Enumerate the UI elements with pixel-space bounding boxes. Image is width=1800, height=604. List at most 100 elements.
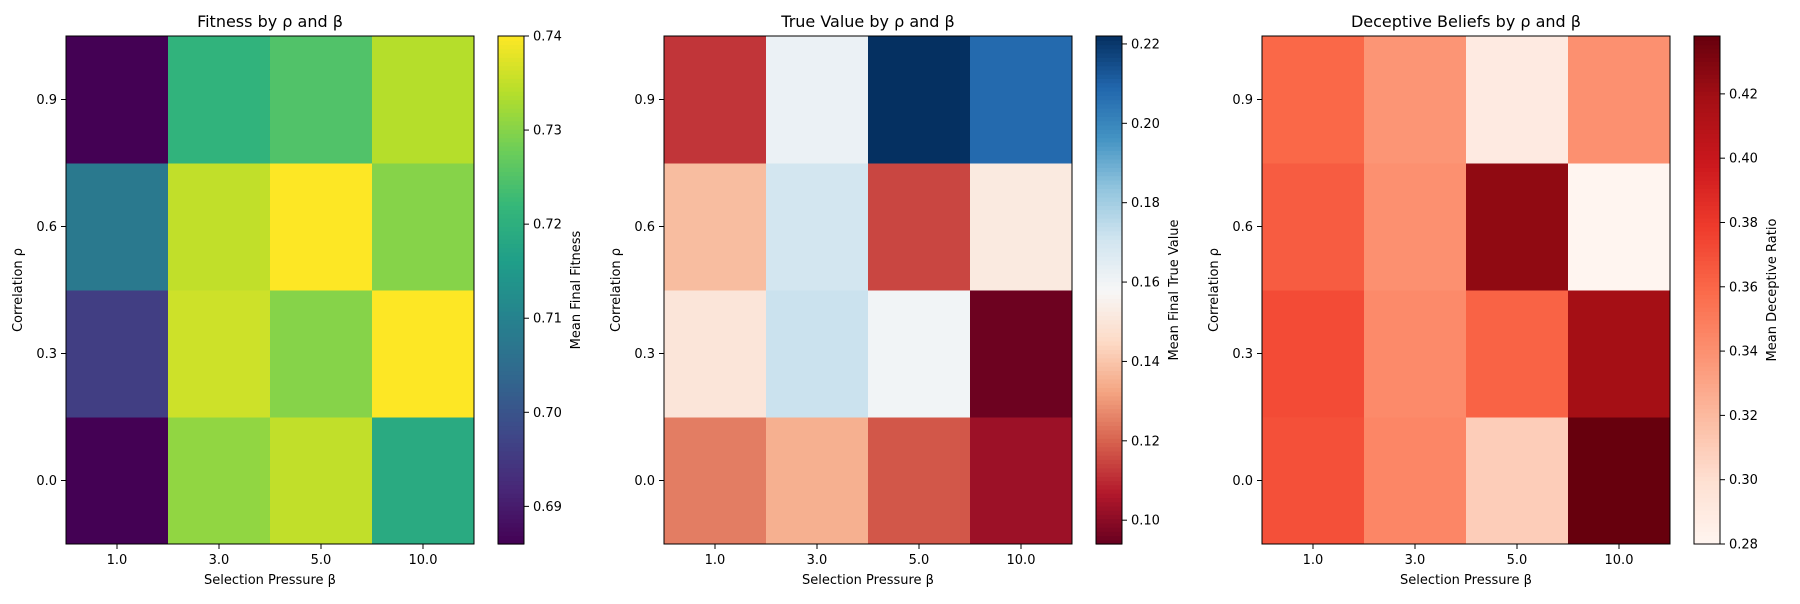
colorbar-strip [1694, 74, 1720, 79]
colorbar-tick-label: 0.32 [1729, 409, 1758, 424]
colorbar-strip [1694, 493, 1720, 499]
colorbar-strip [498, 133, 524, 139]
colorbar-strip [1096, 400, 1122, 405]
colorbar-strip [1694, 433, 1720, 439]
axes-frame [1261, 35, 1671, 545]
colorbar-strip [1694, 171, 1720, 177]
colorbar-strip [1694, 510, 1720, 515]
colorbar-strip [1096, 201, 1122, 206]
heatmap-cell [970, 36, 1073, 164]
colorbar-strip [1694, 357, 1720, 363]
y-tick-label: 0.6 [1232, 220, 1253, 235]
colorbar-strip [498, 493, 524, 499]
colorbar-strip [1694, 332, 1720, 338]
heatmap-cell [1568, 163, 1671, 291]
colorbar-strip [1694, 336, 1720, 342]
colorbar-strip [1096, 69, 1122, 75]
colorbar-strip [498, 400, 524, 405]
x-tick-label: 10.0 [1007, 553, 1036, 568]
colorbar-strip [498, 167, 524, 173]
colorbar-strip [498, 306, 524, 312]
colorbar-strip [498, 294, 524, 300]
colorbar-strip [1694, 264, 1720, 270]
colorbar-strip [1096, 124, 1122, 130]
colorbar-label: Mean Final Fitness [569, 230, 584, 349]
colorbar-strip [1096, 188, 1122, 194]
colorbar-strip [1694, 146, 1720, 151]
colorbar-strip [1096, 488, 1122, 494]
colorbar-strip [498, 357, 524, 363]
colorbar-strip [498, 395, 524, 401]
heatmap-cell [766, 417, 869, 545]
colorbar-strip [1096, 171, 1122, 177]
colorbar-strip [1694, 184, 1720, 189]
heatmap-cell [168, 417, 271, 545]
colorbar-strip [1096, 370, 1122, 376]
colorbar-strip [1694, 141, 1720, 147]
x-tick-label: 1.0 [705, 553, 726, 568]
heatmap-cell [664, 417, 767, 545]
heatmap-cell [372, 163, 475, 291]
colorbar-strip [1694, 129, 1720, 134]
colorbar-strip [1096, 179, 1122, 185]
colorbar-strip [1694, 442, 1720, 448]
colorbar-strip [1694, 103, 1720, 109]
colorbar-strip [498, 518, 524, 524]
colorbar-strip [1694, 222, 1720, 228]
colorbar-strip [498, 120, 524, 126]
colorbar-strip [1096, 103, 1122, 109]
x-tick-label: 1.0 [107, 553, 128, 568]
colorbar-strip [1096, 91, 1122, 96]
colorbar-strip [1694, 488, 1720, 494]
colorbar-strip [498, 374, 524, 380]
heatmap-cell [66, 163, 169, 291]
colorbar-strip [498, 345, 524, 350]
colorbar-strip [1096, 353, 1122, 359]
heatmap-cell [970, 417, 1073, 545]
colorbar-strip [1694, 514, 1720, 520]
heatmap-cell [664, 36, 767, 164]
colorbar-strip [1694, 505, 1720, 511]
colorbar-strip [1694, 251, 1720, 257]
colorbar-strip [1096, 518, 1122, 524]
heatmap-cell [970, 290, 1073, 418]
colorbar-strip [498, 150, 524, 156]
colorbar-strip [498, 226, 524, 232]
colorbar-strip [1096, 167, 1122, 173]
colorbar-strip [498, 61, 524, 67]
y-tick-label: 0.0 [634, 474, 655, 489]
colorbar-strip [498, 328, 524, 333]
colorbar-strip [498, 522, 524, 528]
colorbar-strip [1096, 378, 1122, 384]
colorbar-strip [1694, 57, 1720, 62]
colorbar-strip [498, 91, 524, 96]
x-tick-label: 3.0 [209, 553, 230, 568]
y-tick-label: 0.9 [36, 93, 57, 108]
colorbar-strip [1096, 463, 1122, 469]
heatmap-cell [168, 36, 271, 164]
colorbar-strip [498, 505, 524, 511]
colorbar-strip [1694, 450, 1720, 456]
colorbar-strip [498, 103, 524, 109]
colorbar-strip [498, 74, 524, 79]
colorbar-strip [498, 353, 524, 359]
colorbar-strip [1096, 99, 1122, 105]
heatmap-cell [270, 36, 373, 164]
heatmap-cell [66, 36, 169, 164]
colorbar-strip [1096, 281, 1122, 287]
colorbar-strip [1096, 395, 1122, 401]
heatmap-cell [1262, 163, 1365, 291]
colorbar-strip [1694, 116, 1720, 122]
colorbar-strip [1096, 226, 1122, 232]
colorbar-strip [1096, 260, 1122, 266]
colorbar-strip [498, 467, 524, 473]
colorbar-strip [498, 417, 524, 422]
colorbar-strip [498, 260, 524, 266]
colorbar-strip [1096, 374, 1122, 380]
colorbar-strip [1096, 112, 1122, 118]
x-tick-label: 3.0 [807, 553, 828, 568]
colorbar-strip [1694, 260, 1720, 266]
colorbar-strip [1096, 48, 1122, 54]
